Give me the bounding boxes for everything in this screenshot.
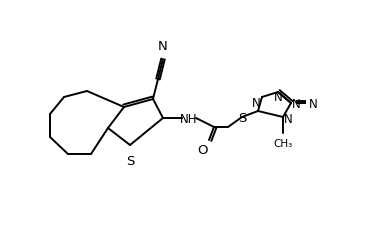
Text: CH₃: CH₃ xyxy=(274,138,293,148)
Text: N: N xyxy=(309,97,318,110)
Text: N: N xyxy=(252,96,261,109)
Text: N: N xyxy=(284,112,293,125)
Text: N: N xyxy=(292,97,301,110)
Text: O: O xyxy=(197,143,208,156)
Text: S: S xyxy=(238,111,246,124)
Text: N: N xyxy=(158,40,168,53)
Text: S: S xyxy=(126,154,134,167)
Text: N: N xyxy=(274,91,282,104)
Text: NH: NH xyxy=(180,112,198,125)
